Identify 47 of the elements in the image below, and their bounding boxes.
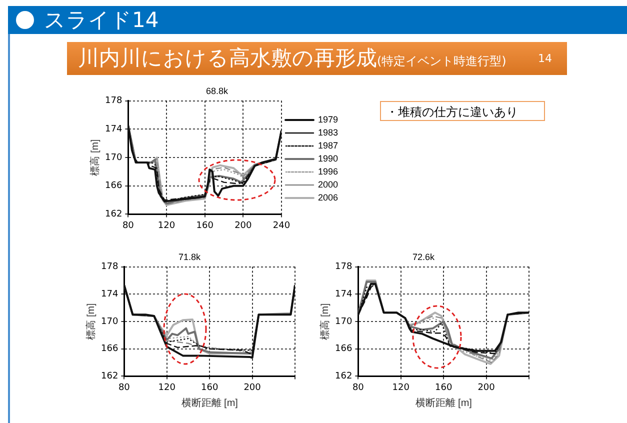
legend-label: 1996 xyxy=(318,166,338,176)
x-tick-label: 160 xyxy=(434,382,452,393)
y-tick-label: 170 xyxy=(104,152,122,163)
text: スライド14 xyxy=(44,7,159,33)
x-tick-label: 80 xyxy=(118,382,130,393)
y-axis-title: 標高 [m] xyxy=(84,302,97,340)
y-axis-title: 標高 [m] xyxy=(88,138,101,176)
y-tick-label: 162 xyxy=(104,210,122,220)
y-axis-title: 標高 [m] xyxy=(318,302,331,340)
x-axis-title: 横断距離 [m] xyxy=(415,396,472,409)
y-tick-label: 170 xyxy=(334,316,352,327)
y-tick-label: 178 xyxy=(104,96,122,106)
legend-label: 1990 xyxy=(318,153,338,164)
x-tick-label: 80 xyxy=(122,220,134,231)
y-tick-label: 166 xyxy=(334,344,352,354)
text: ・堆積の仕方に違いあり xyxy=(380,101,545,121)
text: (特定イベント時進行型) xyxy=(377,54,506,68)
legend-label: 1983 xyxy=(318,127,338,138)
legend-label: 2000 xyxy=(318,179,338,190)
y-tick-label: 174 xyxy=(334,289,352,300)
y-tick-label: 166 xyxy=(100,344,118,354)
x-tick-label: 200 xyxy=(244,382,262,393)
legend-label: 2006 xyxy=(318,192,338,202)
x-tick-label: 240 xyxy=(272,220,290,231)
y-tick-label: 178 xyxy=(334,262,352,272)
legend-label: 1979 xyxy=(318,114,338,124)
y-tick-label: 174 xyxy=(100,289,118,300)
x-tick-label: 200 xyxy=(478,382,496,393)
chart-title: 71.8k xyxy=(178,252,201,262)
legend-label: 1987 xyxy=(318,140,338,150)
y-tick-label: 162 xyxy=(334,372,352,382)
x-tick-label: 200 xyxy=(234,220,252,231)
chart-title: 72.6k xyxy=(412,252,435,262)
x-tick-label: 120 xyxy=(158,220,176,231)
y-tick-label: 162 xyxy=(100,372,118,382)
x-tick-label: 120 xyxy=(158,382,176,393)
x-axis-title: 横断距離 [m] xyxy=(181,396,238,409)
y-tick-label: 170 xyxy=(100,316,118,327)
text: 14 xyxy=(538,52,552,65)
chart-title: 68.8k xyxy=(206,86,228,96)
x-tick-label: 160 xyxy=(200,382,218,393)
y-tick-label: 166 xyxy=(104,181,122,192)
y-tick-label: 174 xyxy=(104,124,122,134)
x-tick-label: 120 xyxy=(392,382,410,393)
y-tick-label: 178 xyxy=(100,262,118,272)
x-tick-label: 160 xyxy=(196,220,214,231)
x-tick-label: 80 xyxy=(352,382,364,393)
